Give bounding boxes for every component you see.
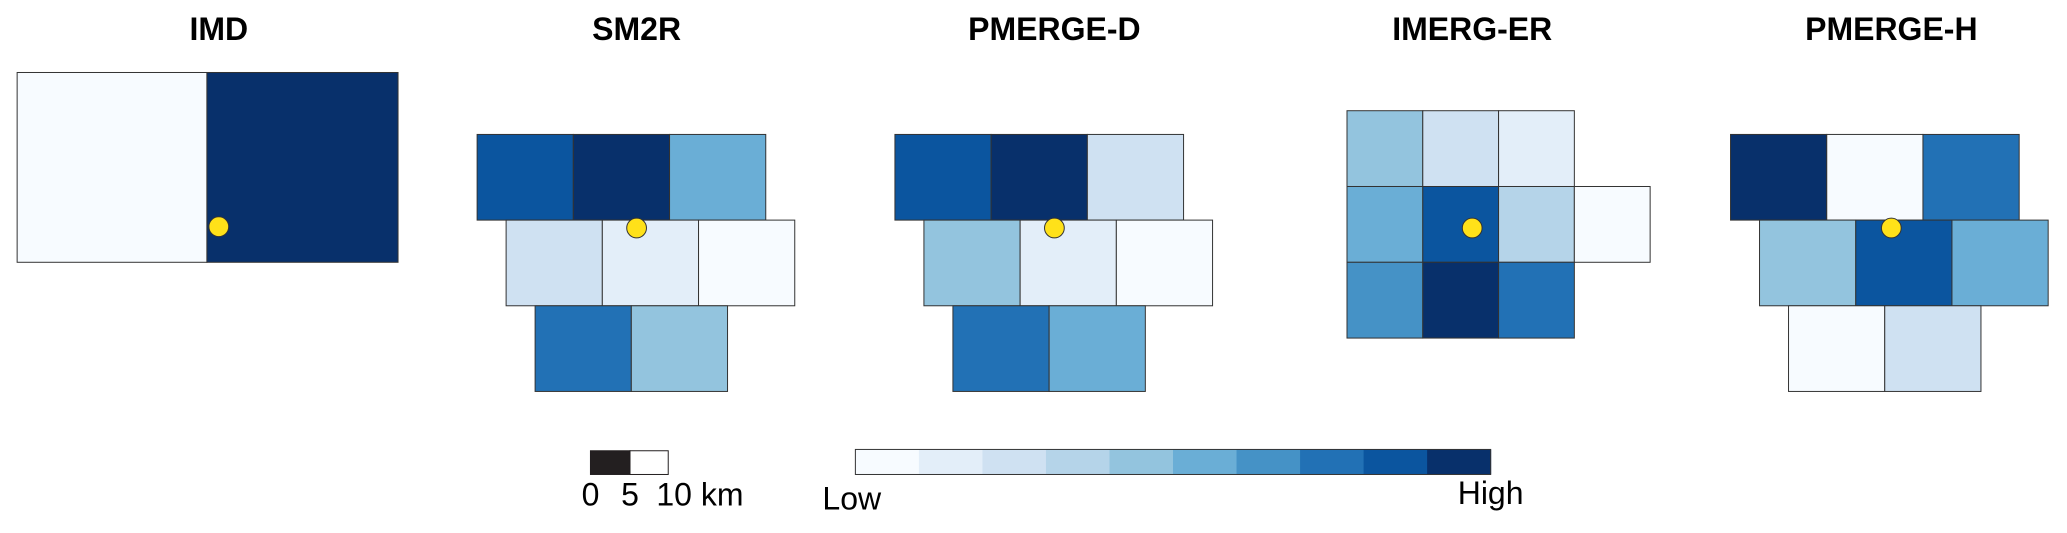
legend-low: Low — [822, 480, 882, 516]
grid-cell — [698, 219, 796, 307]
grid-cell — [1422, 185, 1500, 263]
grid-cell — [1759, 219, 1857, 307]
grid-cell — [1422, 110, 1500, 187]
panel-title: IMERG-ER — [1392, 11, 1552, 47]
panel-title: SM2R — [592, 11, 681, 47]
grid-cell — [505, 219, 603, 307]
grid-cell — [1346, 261, 1424, 339]
grid-cell — [1788, 305, 1886, 392]
grid-cell — [572, 133, 671, 221]
legend-swatch — [1300, 449, 1365, 475]
grid-cell — [1346, 110, 1424, 187]
legend-swatch — [982, 449, 1047, 475]
scale-bar-label: 0 — [582, 476, 600, 512]
grid-cell — [1826, 133, 1924, 221]
grid-cell — [1730, 133, 1828, 221]
grid-cell — [1048, 305, 1146, 392]
legend-swatch — [1173, 449, 1238, 475]
grid-cell — [1498, 110, 1575, 187]
grid-cell — [1884, 305, 1982, 392]
grid-cell — [1922, 133, 2020, 221]
grid-cell — [1573, 185, 1651, 263]
station-marker — [626, 217, 647, 239]
legend-frame — [854, 448, 1492, 475]
grid-cell — [534, 305, 632, 392]
grid-cell — [990, 133, 1088, 221]
panel-title: PMERGE-D — [968, 11, 1140, 47]
legend-high: High — [1458, 475, 1524, 511]
legend-swatch — [1427, 449, 1492, 475]
station-marker — [1880, 217, 1902, 239]
grid-cell — [1086, 133, 1185, 221]
legend-swatch — [855, 449, 920, 475]
grid-cell — [1951, 219, 2049, 307]
scale-bar-label: 5 — [621, 476, 639, 512]
legend-swatch — [1045, 449, 1110, 475]
legend-swatch — [918, 449, 983, 475]
grid-cell — [1346, 185, 1424, 263]
legend-swatch — [1109, 449, 1174, 475]
grid-cell — [1498, 185, 1575, 263]
grid-cell — [476, 133, 574, 221]
grid-cell — [952, 305, 1050, 392]
grid-cell — [1115, 219, 1214, 307]
grid-cell — [1498, 261, 1575, 339]
legend-swatch — [1236, 449, 1301, 475]
grid-cell — [1855, 219, 1953, 307]
grid-cell — [1422, 261, 1500, 339]
grid-cell — [1019, 219, 1117, 307]
station-marker — [208, 216, 230, 238]
grid-cell — [894, 133, 992, 221]
scale-bar-white — [629, 450, 669, 475]
grid-cell — [601, 219, 700, 307]
grid-cell — [16, 71, 208, 263]
panel-title: PMERGE-H — [1805, 11, 1977, 47]
grid-cell — [669, 133, 767, 221]
scale-bar-label: 10 km — [656, 476, 743, 512]
panel-title: IMD — [189, 11, 248, 47]
grid-cell — [923, 219, 1021, 307]
station-marker — [1461, 217, 1483, 239]
grid-cell — [630, 305, 729, 392]
grid-cell — [206, 71, 399, 263]
legend-swatch — [1363, 449, 1428, 475]
scale-bar-black — [589, 450, 631, 475]
station-marker — [1044, 217, 1065, 239]
